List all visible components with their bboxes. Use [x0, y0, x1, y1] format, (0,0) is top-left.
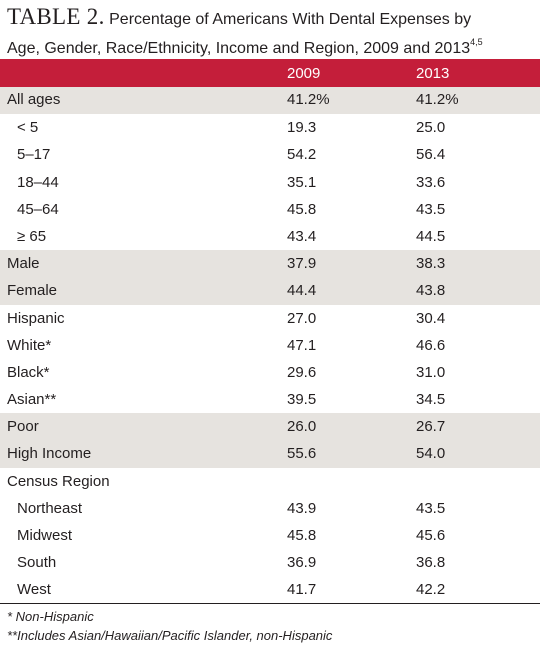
row-label: Northeast: [17, 499, 83, 517]
cell-2009: 35.1: [287, 173, 317, 191]
cell-2009: 54.2: [287, 146, 317, 164]
table-row: 18–44 35.1 33.6: [0, 169, 540, 196]
data-table: 2009 2013 All ages 41.2% 41.2% < 5 19.3 25.0 5…: [0, 59, 540, 604]
table-row: ≥ 65 43.4 44.5: [0, 223, 540, 250]
row-label: Asian**: [7, 391, 57, 409]
row-label: < 5: [17, 119, 39, 137]
cell-2013: 43.8: [416, 282, 446, 300]
table-row: All ages 41.2% 41.2%: [0, 87, 540, 115]
cell-2013: 34.5: [416, 391, 446, 409]
table-row: Midwest 45.8 45.6: [0, 522, 540, 549]
column-header-2013: 2013: [416, 65, 450, 82]
row-label: ≥ 65: [17, 227, 47, 245]
title-text-line2: Age, Gender, Race/Ethnicity, Income and …: [7, 40, 471, 57]
cell-2013: 45.6: [416, 527, 446, 544]
cell-2009: 45.8: [287, 200, 317, 218]
table-bottom-rule: [0, 603, 540, 604]
cell-2013: 25.0: [416, 119, 446, 137]
table-body: All ages 41.2% 41.2% < 5 19.3 25.0 5–17 54.2 56.…: [0, 87, 540, 604]
cell-2009: 27.0: [287, 309, 317, 327]
cell-2013: 38.3: [416, 255, 446, 273]
cell-2013: 42.2: [416, 581, 446, 599]
cell-2013: 43.5: [416, 200, 446, 218]
table-row: Male 37.9 38.3: [0, 250, 540, 278]
row-label: 5–17: [17, 146, 51, 164]
row-label: 18–44: [17, 173, 59, 191]
title-text-line1: Percentage of Americans With Dental Expe…: [109, 11, 472, 28]
row-label: All ages: [7, 91, 61, 108]
table-row: 45–64 45.8 43.5: [0, 196, 540, 223]
cell-2013: 44.5: [416, 227, 446, 245]
table-header-row: 2009 2013: [0, 59, 540, 87]
table-row: < 5 19.3 25.0: [0, 114, 540, 141]
cell-2009: 39.5: [287, 391, 317, 409]
row-label: Poor: [7, 418, 39, 436]
cell-2009: 26.0: [287, 418, 317, 436]
cell-2013: 33.6: [416, 173, 446, 191]
cell-2009: 44.4: [287, 282, 317, 300]
table-row: Northeast 43.9 43.5: [0, 495, 540, 522]
footnote-asian: **Includes Asian/Hawaiian/Pacific Island…: [7, 628, 333, 643]
cell-2013: 30.4: [416, 309, 446, 327]
row-label: Black*: [7, 363, 50, 381]
row-label: South: [17, 554, 57, 572]
cell-2013: 56.4: [416, 146, 446, 164]
table-row: Poor 26.0 26.7: [0, 413, 540, 441]
table-row: South 36.9 36.8: [0, 549, 540, 576]
cell-2009: 37.9: [287, 255, 317, 273]
footnotes: * Non-Hispanic **Includes Asian/Hawaiian…: [7, 607, 535, 645]
row-label: West: [17, 581, 51, 599]
table-row: 5–17 54.2 56.4: [0, 141, 540, 168]
row-label: Female: [7, 282, 58, 300]
row-label: White*: [7, 336, 52, 354]
cell-2009: 41.2%: [287, 91, 330, 108]
cell-2009: 43.4: [287, 227, 317, 245]
cell-2013: 46.6: [416, 336, 446, 354]
cell-2009: 47.1: [287, 336, 317, 354]
footnote-non-hispanic: * Non-Hispanic: [7, 609, 94, 624]
table-row: Census Region: [0, 468, 540, 495]
row-label: Midwest: [17, 527, 73, 544]
cell-2009: 43.9: [287, 499, 317, 517]
row-label: 45–64: [17, 200, 59, 218]
column-header-2009: 2009: [287, 65, 321, 82]
cell-2009: 36.9: [287, 554, 317, 572]
table-row: Female 44.4 43.8: [0, 277, 540, 305]
table-row: Asian** 39.5 34.5: [0, 386, 540, 413]
title-references: 4,5: [470, 37, 483, 47]
row-label: Male: [7, 255, 40, 273]
row-label: Census Region: [7, 472, 110, 490]
table-title: TABLE 2. Percentage of Americans With De…: [7, 4, 535, 60]
cell-2009: 19.3: [287, 119, 317, 137]
cell-2009: 55.6: [287, 445, 317, 463]
cell-2013: 36.8: [416, 554, 446, 572]
cell-2009: 29.6: [287, 363, 317, 381]
cell-2009: 41.7: [287, 581, 317, 599]
row-label: High Income: [7, 445, 92, 463]
cell-2013: 26.7: [416, 418, 446, 436]
cell-2013: 41.2%: [416, 91, 459, 108]
cell-2013: 54.0: [416, 445, 446, 463]
table-row: Hispanic 27.0 30.4: [0, 305, 540, 332]
cell-2013: 43.5: [416, 499, 446, 517]
cell-2013: 31.0: [416, 363, 446, 381]
row-label: Hispanic: [7, 309, 65, 327]
table-number: TABLE 2.: [7, 4, 105, 29]
table-row: West 41.7 42.2: [0, 576, 540, 603]
table-row: Black* 29.6 31.0: [0, 359, 540, 386]
cell-2009: 45.8: [287, 527, 317, 544]
table-row: White* 47.1 46.6: [0, 332, 540, 359]
table-row: High Income 55.6 54.0: [0, 440, 540, 468]
